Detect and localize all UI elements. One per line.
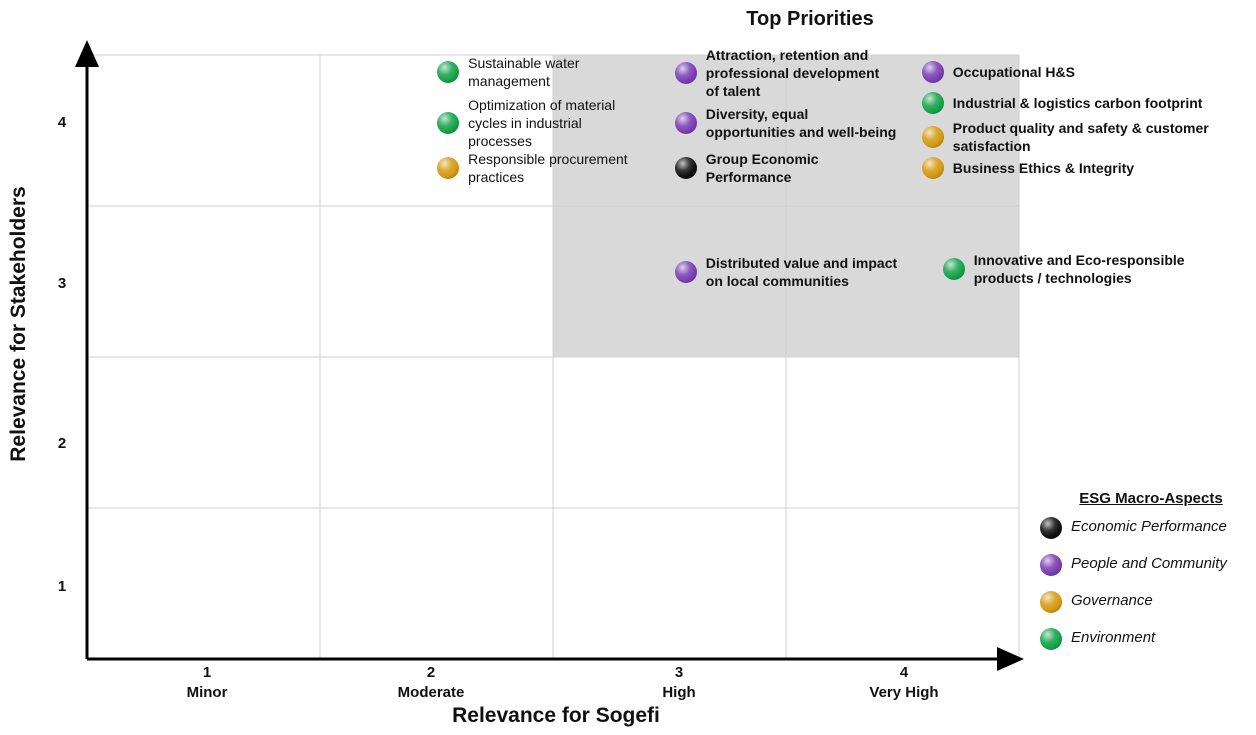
x-tick-label: 1 Minor [137, 663, 277, 703]
data-point-label-line: Performance [705, 169, 792, 186]
legend-marker [1040, 517, 1062, 539]
legend-item: Economic Performance [1034, 515, 1256, 552]
data-point-marker [942, 258, 965, 281]
y-tick-label: 2 [57, 435, 67, 452]
data-point-marker [437, 111, 460, 134]
data-point-label: Distributed value and impact on local com… [706, 254, 897, 290]
data-point-label-line: products / technologies [973, 270, 1132, 287]
data-point-label-line: processes [468, 132, 532, 149]
data-point-label: Optimization of material cycles in indust… [468, 96, 615, 150]
data-point-label: Business Ethics & Integrity [953, 159, 1134, 177]
x-tick-label: 2 Moderate [361, 663, 501, 703]
y-tick-label: 3 [57, 275, 67, 292]
data-point-label-line: cycles in industrial [468, 114, 582, 131]
data-point-marker [921, 125, 944, 148]
data-point-label-line: Innovative and Eco-responsible [973, 252, 1185, 269]
data-point-label-line: on local communities [705, 273, 849, 290]
data-point-marker [437, 157, 460, 180]
data-point-label-line: practices [468, 169, 525, 186]
x-tick-category: Minor [186, 684, 228, 701]
data-point-marker [921, 60, 944, 83]
data-point-label: Attraction, retention and professional de… [706, 46, 879, 100]
x-tick-label: 4 Very High [834, 663, 974, 703]
data-point-label: Sustainable water management [468, 54, 579, 90]
data-point-label-line: Product quality and safety & customer [952, 119, 1209, 136]
data-point-label-line: satisfaction [952, 137, 1031, 154]
data-point-label: Occupational H&S [953, 63, 1075, 81]
legend-item: Environment [1034, 626, 1256, 663]
data-point-marker [674, 62, 697, 85]
data-point-label-line: professional development [705, 65, 880, 82]
data-point-marker [674, 157, 697, 180]
data-point-label-line: management [468, 72, 550, 89]
legend-label: Environment [1071, 629, 1156, 646]
data-point-label-line: Industrial & logistics carbon footprint [952, 95, 1203, 112]
data-point-label-line: Occupational H&S [952, 63, 1075, 80]
x-axis-label: Relevance for Sogefi [452, 704, 660, 727]
x-tick-label: 3 High [609, 663, 749, 703]
data-point-label-line: Business Ethics & Integrity [952, 160, 1135, 177]
data-point-marker [674, 261, 697, 284]
data-point-label: Industrial & logistics carbon footprint [953, 94, 1203, 112]
data-point-label-line: Distributed value and impact [705, 255, 898, 272]
data-point-label-line: Optimization of material [468, 96, 616, 113]
chart-title: Top Priorities [746, 8, 874, 30]
data-point-label: Responsible procurement practices [468, 150, 628, 186]
legend-item: Governance [1034, 589, 1256, 626]
data-point-label-line: Responsible procurement [468, 151, 628, 168]
data-point-label-line: opportunities and well-being [705, 123, 897, 140]
data-point-label: Group Economic Performance [706, 150, 819, 186]
data-point-label: Innovative and Eco-responsible products /… [974, 251, 1185, 287]
x-tick-category: Very High [869, 684, 939, 701]
data-point-marker [921, 92, 944, 115]
y-tick-label: 4 [57, 114, 67, 131]
legend-label: People and Community [1071, 555, 1227, 572]
x-tick-category: Moderate [397, 684, 465, 701]
data-point-marker [674, 111, 697, 134]
data-point-label: Diversity, equal opportunities and well-b… [706, 105, 897, 141]
x-tick-category: High [662, 684, 696, 701]
legend-marker [1040, 554, 1062, 576]
legend-marker [1040, 591, 1062, 613]
data-point-label-line: Sustainable water [468, 54, 580, 71]
legend-marker [1040, 628, 1062, 650]
y-tick-label: 1 [57, 578, 67, 595]
data-point-marker [921, 157, 944, 180]
x-tick-value: 2 [426, 664, 436, 681]
legend-label: Economic Performance [1071, 518, 1227, 535]
data-point-label-line: Diversity, equal [705, 105, 809, 122]
y-axis-label: Relevance for Stakeholders [7, 186, 30, 462]
x-tick-value: 4 [899, 664, 909, 681]
legend-title: ESG Macro-Aspects [1079, 490, 1223, 507]
data-point-label-line: Group Economic [705, 151, 819, 168]
x-tick-value: 3 [674, 664, 684, 681]
data-point-label-line: Attraction, retention and [705, 47, 869, 64]
legend: ESG Macro-Aspects Economic Performance Pe… [1034, 490, 1256, 663]
x-tick-value: 1 [202, 664, 212, 681]
data-point-label-line: of talent [705, 83, 761, 100]
legend-item: People and Community [1034, 552, 1256, 589]
data-point-label: Product quality and safety & customer sat… [953, 119, 1209, 155]
legend-label: Governance [1071, 592, 1153, 609]
data-point-marker [437, 60, 460, 83]
